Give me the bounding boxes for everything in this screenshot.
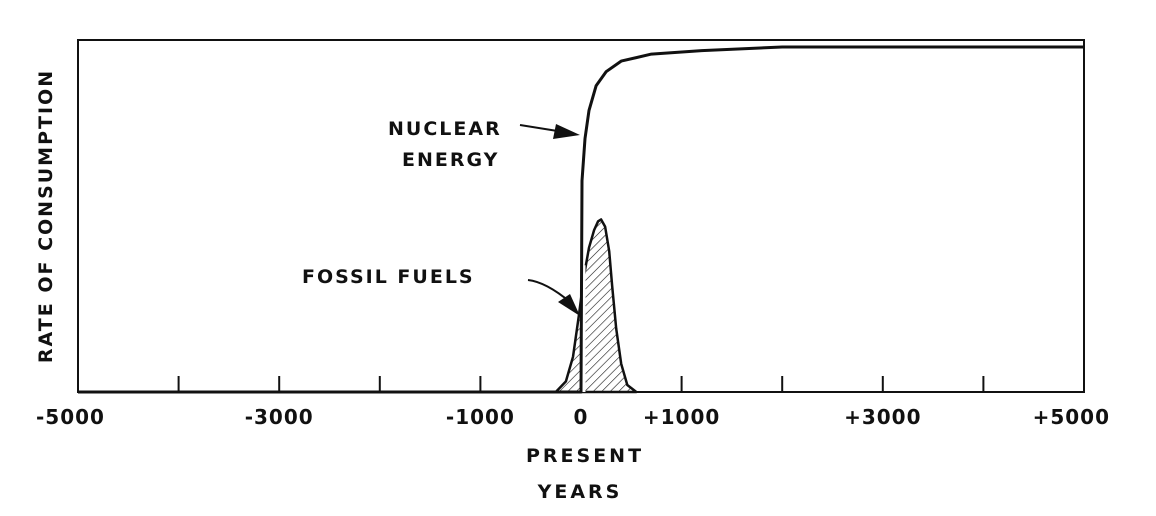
fossil-fuels-arrowhead	[558, 294, 580, 316]
series-group	[78, 45, 1084, 394]
series-nuclear-energy	[78, 45, 1084, 394]
x-tick-label-0: -5000	[36, 405, 105, 429]
nuclear-energy-label-line2: ENERGY	[402, 149, 499, 171]
y-axis-label: RATE OF CONSUMPTION	[35, 69, 57, 363]
x-tick-labels: -5000 -3000 -1000 0 +1000 +3000 +5000	[36, 405, 1110, 429]
x-tick-label-5: +3000	[844, 405, 921, 429]
x-tick-label-2: -1000	[446, 405, 515, 429]
x-tick-label-1: -3000	[245, 405, 314, 429]
x-tick-label-6: +5000	[1033, 405, 1110, 429]
x-tick-label-3: 0	[574, 405, 589, 429]
fossil-fuels-label: FOSSIL FUELS	[302, 266, 475, 288]
x-axis-label: YEARS	[537, 481, 623, 503]
series-fossil-fuels	[554, 218, 638, 394]
x-ticks	[77, 376, 1085, 392]
nuclear-energy-arrowhead	[553, 124, 580, 139]
x-tick-label-4: +1000	[643, 405, 720, 429]
present-label: PRESENT	[526, 445, 644, 467]
nuclear-energy-label-line1: NUCLEAR	[388, 118, 502, 140]
